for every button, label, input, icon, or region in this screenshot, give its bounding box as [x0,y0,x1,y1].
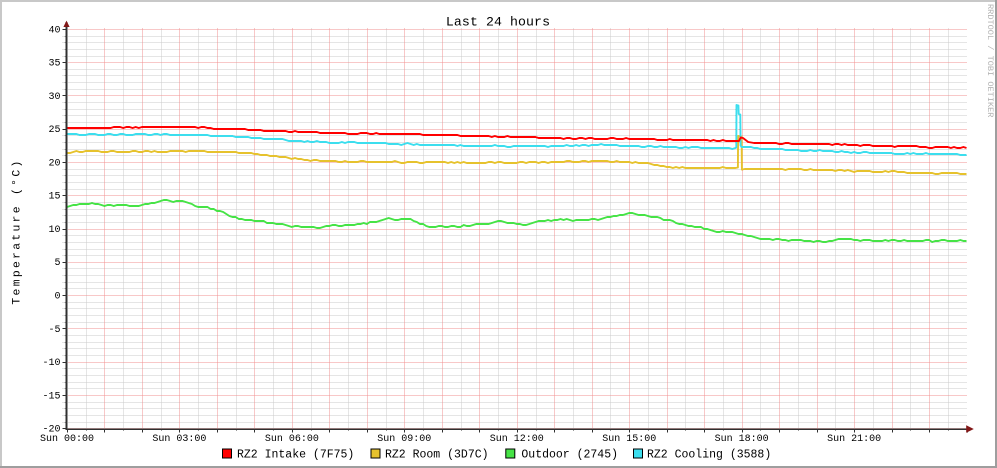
svg-text:30: 30 [48,92,60,103]
svg-text:35: 35 [48,59,60,70]
svg-text:-5: -5 [48,325,60,336]
svg-text:0: 0 [54,292,60,303]
svg-text:Sun 15:00: Sun 15:00 [602,434,656,445]
svg-text:Sun 12:00: Sun 12:00 [490,434,544,445]
svg-text:RZ2 Room (3D7C): RZ2 Room (3D7C) [385,449,489,462]
svg-text:RZ2 Cooling (3588): RZ2 Cooling (3588) [647,449,771,462]
svg-text:5: 5 [54,258,60,269]
svg-text:20: 20 [48,158,60,169]
svg-text:Sun 03:00: Sun 03:00 [152,434,206,445]
svg-text:Last 24 hours: Last 24 hours [446,14,550,29]
svg-text:40: 40 [48,25,60,36]
svg-text:10: 10 [48,225,60,236]
svg-text:Sun 18:00: Sun 18:00 [715,434,769,445]
svg-text:Sun 21:00: Sun 21:00 [827,434,881,445]
svg-text:-15: -15 [42,391,60,402]
svg-text:Temperature (°C): Temperature (°C) [12,158,24,304]
svg-text:15: 15 [48,192,60,203]
svg-text:25: 25 [48,125,60,136]
svg-text:RRDTOOL / TOBI OETIKER: RRDTOOL / TOBI OETIKER [985,4,995,117]
svg-text:-20: -20 [42,425,60,436]
svg-text:-10: -10 [42,358,60,369]
svg-text:Outdoor (2745): Outdoor (2745) [521,449,618,462]
svg-text:RZ2 Intake (7F75): RZ2 Intake (7F75) [237,449,354,462]
svg-text:Sun 09:00: Sun 09:00 [377,434,431,445]
svg-text:Sun 00:00: Sun 00:00 [40,434,94,445]
svg-text:Sun 06:00: Sun 06:00 [265,434,319,445]
